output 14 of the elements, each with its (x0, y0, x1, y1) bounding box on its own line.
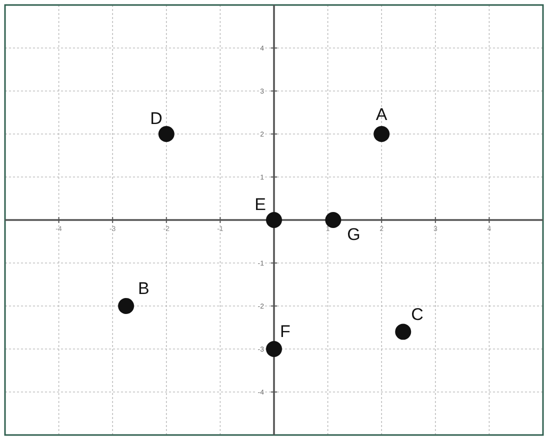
point (158, 126, 174, 142)
point (266, 212, 282, 228)
annotation: F (280, 322, 290, 341)
annotation: E (254, 195, 266, 214)
annotation: D (150, 109, 162, 128)
annotation: C (411, 304, 424, 324)
point (395, 324, 412, 340)
point (266, 341, 282, 357)
point (118, 298, 134, 314)
point (374, 126, 390, 142)
point (325, 212, 342, 228)
annotation: B (138, 279, 150, 298)
annotation: G (347, 225, 360, 244)
annotation: A (376, 105, 388, 124)
